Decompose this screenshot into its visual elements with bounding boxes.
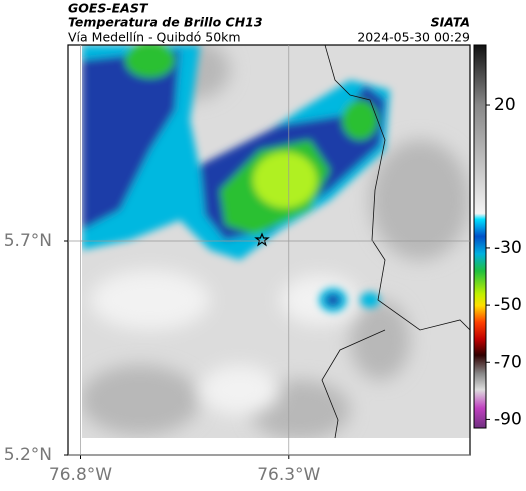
colorbar-tick-label: -70 xyxy=(494,352,522,372)
subtitle: Temperatura de Brillo CH13 xyxy=(68,15,263,30)
source: SIATA xyxy=(431,15,470,30)
timestamp: 2024-05-30 00:29 xyxy=(357,30,470,45)
route: Vía Medellín - Quibdó 50km xyxy=(68,30,241,45)
title: GOES-EAST xyxy=(68,1,149,16)
satellite-image xyxy=(82,45,470,438)
colorbar-tick-label: -30 xyxy=(494,238,522,258)
title-block: GOES-EAST Temperatura de Brillo CH13 Vía… xyxy=(68,1,470,45)
x-tick-label: 76.3°W xyxy=(257,465,320,485)
colorbar-tick-label: -90 xyxy=(494,409,522,429)
colorbar-tick-label: 20 xyxy=(494,95,516,115)
y-tick-label: 5.7°N xyxy=(4,231,52,251)
location-marker xyxy=(254,232,270,247)
x-tick-label: 76.8°W xyxy=(49,465,112,485)
colorbar xyxy=(473,44,487,429)
colorbar-tick-label: -50 xyxy=(494,295,522,315)
y-tick-label: 5.2°N xyxy=(4,445,52,465)
